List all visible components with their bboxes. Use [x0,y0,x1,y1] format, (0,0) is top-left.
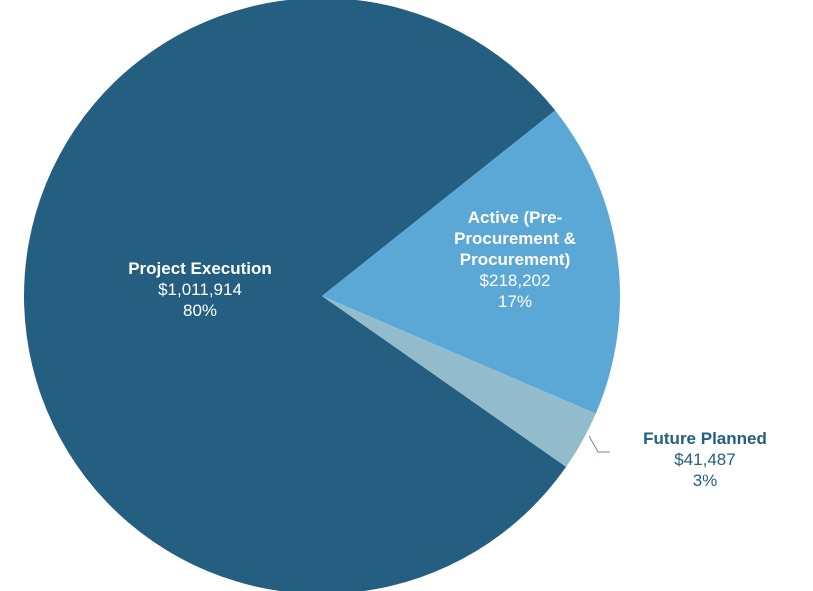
category-label: Project Execution [128,259,272,278]
slice-label: Active (Pre-Procurement & Procurement) $2… [440,207,590,312]
pie-slice [24,0,567,591]
category-label: Future Planned [643,429,767,448]
pie-slice [322,110,620,414]
value-label: $41,487 [674,450,736,469]
value-label: $1,011,914 [158,280,242,299]
slice-label: Future Planned $41,487 3% [605,428,805,491]
percent-label: 80% [182,301,218,320]
value-label: $218,202 [479,271,551,290]
percent-label: 3% [692,471,718,490]
pie-slice [322,296,596,467]
leader-line [588,435,610,453]
category-label: Active (Pre-Procurement & Procurement) [454,208,576,269]
slice-label: Project Execution $1,011,914 80% [80,258,320,321]
percent-label: 17% [497,292,533,311]
